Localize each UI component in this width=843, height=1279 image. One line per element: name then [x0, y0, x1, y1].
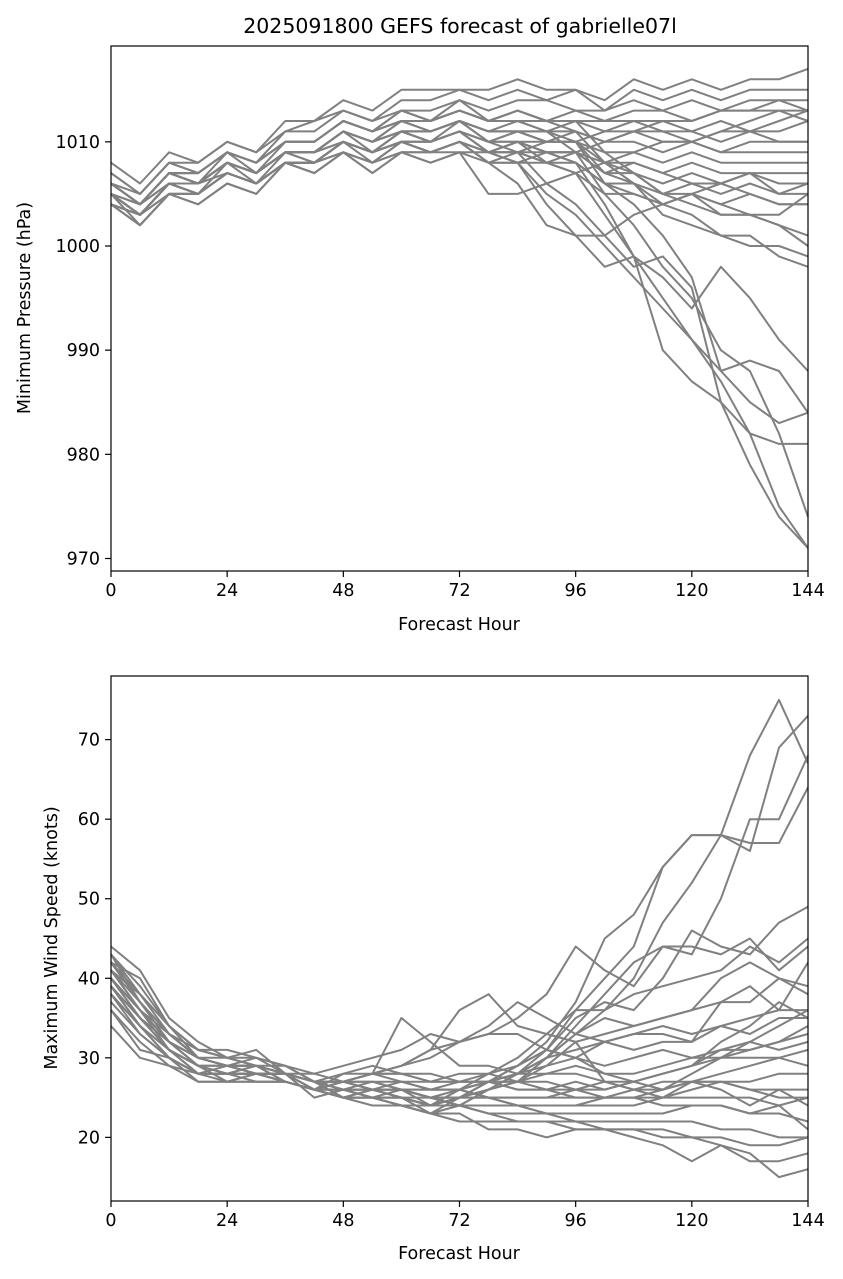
- wind-y-tick-label: 70: [78, 731, 100, 751]
- pressure-y-tick-label: 990: [67, 341, 100, 361]
- wind-y-axis: 20 30 40 50 60 70: [78, 731, 111, 1148]
- pressure-x-tick-label: 96: [565, 581, 587, 601]
- wind-member-line-26: [110, 985, 809, 1107]
- wind-y-tick-label: 50: [78, 890, 100, 910]
- pressure-y-axis: 970 980 990 1000 1010: [55, 133, 111, 570]
- wind-y-tick-label: 20: [78, 1128, 100, 1148]
- wind-panel: 0 24 48 72 96 120 144 20 30 40 50 60 70 Forecast Ho…: [42, 675, 825, 1264]
- chart-title: 2025091800 GEFS forecast of gabrielle07l: [243, 14, 677, 38]
- pressure-x-tick-label: 48: [332, 581, 354, 601]
- wind-x-tick-label: 24: [216, 1211, 238, 1231]
- pressure-x-tick-label: 144: [791, 581, 824, 601]
- wind-x-tick-label: 96: [565, 1211, 587, 1231]
- wind-x-tick-label: 0: [105, 1211, 116, 1231]
- pressure-member-line-26: [110, 109, 809, 227]
- pressure-series-group: [110, 67, 809, 549]
- wind-member-line-1: [110, 698, 809, 1107]
- pressure-x-tick-label: 0: [105, 581, 116, 601]
- wind-member-line-30: [110, 937, 809, 1083]
- pressure-member-line-24: [110, 151, 809, 372]
- wind-y-tick-label: 30: [78, 1049, 100, 1069]
- wind-member-line-6: [110, 937, 809, 1107]
- pressure-member-line-29: [110, 130, 809, 216]
- pressure-member-line-20: [110, 130, 809, 549]
- wind-x-tick-label: 144: [791, 1211, 824, 1231]
- wind-member-line-2: [110, 715, 809, 1107]
- wind-y-axis-label: Maximum Wind Speed (knots): [42, 806, 62, 1069]
- pressure-x-axis-label: Forecast Hour: [398, 615, 521, 635]
- pressure-x-tick-label: 72: [448, 581, 470, 601]
- wind-series-group: [110, 698, 809, 1179]
- wind-y-tick-label: 60: [78, 810, 100, 830]
- pressure-x-axis: 0 24 48 72 96 120 144: [105, 571, 825, 601]
- pressure-y-axis-label: Minimum Pressure (hPa): [15, 202, 35, 414]
- wind-x-tick-label: 120: [675, 1211, 708, 1231]
- pressure-member-line-21: [110, 120, 808, 445]
- pressure-plot-frame: [110, 45, 809, 572]
- pressure-y-tick-label: 980: [67, 445, 100, 465]
- wind-x-tick-label: 48: [332, 1211, 354, 1231]
- wind-x-axis-label: Forecast Hour: [398, 1244, 521, 1264]
- wind-member-line-23: [110, 953, 809, 1179]
- pressure-member-line-19: [110, 109, 809, 518]
- pressure-x-tick-label: 24: [216, 581, 238, 601]
- pressure-panel: 0 24 48 72 96 120 144 970 980 990 1000 1010 Foreca…: [15, 45, 825, 635]
- pressure-y-tick-label: 970: [67, 550, 100, 570]
- pressure-member-line-30: [110, 140, 809, 216]
- pressure-y-tick-label: 1010: [55, 133, 100, 153]
- wind-x-tick-label: 72: [448, 1211, 470, 1231]
- wind-member-line-29: [110, 961, 809, 1083]
- wind-x-axis: 0 24 48 72 96 120 144: [105, 1201, 825, 1231]
- wind-y-tick-label: 40: [78, 969, 100, 989]
- pressure-x-tick-label: 120: [675, 581, 708, 601]
- pressure-y-tick-label: 1000: [55, 237, 100, 257]
- pressure-member-line-2: [110, 88, 808, 195]
- pressure-member-line-22: [110, 130, 809, 549]
